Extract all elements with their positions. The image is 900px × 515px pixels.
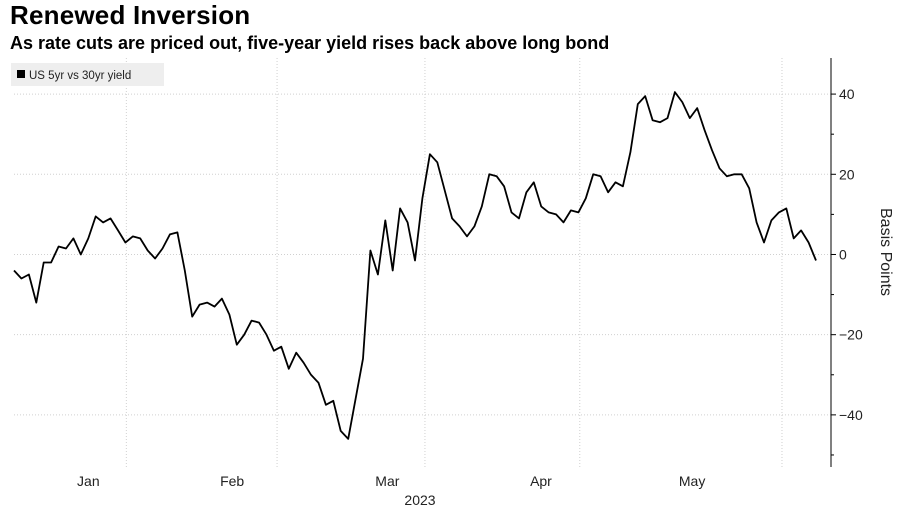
x-tick-label: Jan — [77, 473, 100, 489]
y-tick-label: 0 — [839, 246, 847, 262]
legend-label: US 5yr vs 30yr yield — [29, 70, 131, 82]
series-group — [14, 92, 816, 439]
series-line — [14, 92, 816, 439]
y-axis: −40 −20 0 20 40 — [831, 58, 863, 467]
x-tick-label: Apr — [530, 473, 552, 489]
y-tick-label: −40 — [839, 407, 863, 423]
y-tick-label: 20 — [839, 166, 855, 182]
gridlines — [14, 58, 831, 467]
y-tick-label: −20 — [839, 327, 863, 343]
legend: US 5yr vs 30yr yield — [11, 63, 164, 86]
x-tick-label: May — [679, 473, 705, 489]
x-axis-year-label: 2023 — [404, 492, 435, 508]
x-axis: Jan Feb Mar Apr May — [77, 473, 705, 489]
x-tick-label: Mar — [375, 473, 399, 489]
x-tick-label: Feb — [220, 473, 244, 489]
y-axis-label: Basis Points — [877, 208, 894, 296]
y-tick-label: 40 — [839, 86, 855, 102]
legend-swatch — [17, 70, 25, 78]
